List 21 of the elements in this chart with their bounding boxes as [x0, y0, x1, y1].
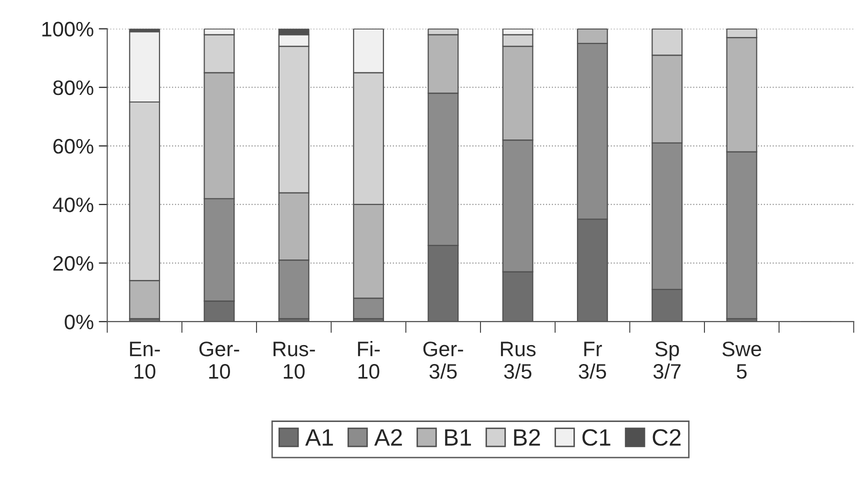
- x-tick-label: Swe 5: [722, 342, 762, 379]
- legend-label: B1: [445, 429, 471, 446]
- legend-label: B2: [514, 429, 540, 446]
- legend-label: C2: [652, 429, 681, 446]
- x-tick-label: Rus 3/5: [500, 342, 536, 379]
- x-tick-label: Rus- 10: [274, 342, 315, 379]
- y-tick-label: 40%: [52, 197, 94, 212]
- y-tick-label: 100%: [42, 22, 94, 37]
- y-tick-label: 20%: [53, 256, 94, 271]
- legend-label: C1: [582, 429, 610, 446]
- x-tick-label: Ger- 3/5: [423, 342, 464, 379]
- x-tick-label: En- 10: [130, 342, 160, 379]
- legend-label: A1: [305, 429, 333, 446]
- legend-label: A2: [374, 429, 402, 446]
- x-tick-label: Fr 3/5: [578, 342, 606, 379]
- x-tick-label: Fi- 10: [358, 341, 380, 379]
- y-tick-label: 60%: [53, 138, 94, 154]
- x-tick-label: Ger- 10: [199, 342, 240, 379]
- x-tick-label: Sp 3/7: [653, 342, 681, 379]
- y-tick-label: 0%: [64, 314, 94, 330]
- y-tick-label: 80%: [53, 80, 94, 96]
